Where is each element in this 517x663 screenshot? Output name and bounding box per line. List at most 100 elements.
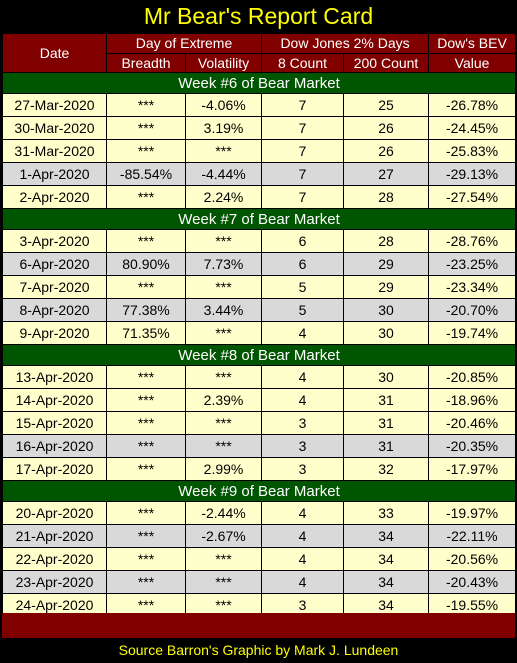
date-cell: 16-Apr-2020: [2, 434, 107, 458]
8-count-cell: 7: [261, 185, 345, 209]
8-count-cell: 3: [261, 457, 345, 481]
8-count-cell: 3: [261, 411, 345, 435]
date-cell: 9-Apr-2020: [2, 321, 107, 345]
bev-value-cell: -20.85%: [428, 365, 517, 389]
week-header-row: Week #9 of Bear Market: [1, 480, 517, 502]
report-card-table: Date Day of Extreme Dow Jones 2% Days Do…: [1, 33, 517, 617]
8-count-cell: 4: [261, 547, 345, 571]
date-cell: 21-Apr-2020: [2, 524, 107, 548]
breadth-cell: ***: [106, 139, 186, 163]
volatility-cell: -4.44%: [184, 162, 263, 186]
volatility-cell: ***: [184, 411, 263, 435]
header-8-count: 8 Count: [261, 52, 345, 73]
volatility-cell: 2.39%: [184, 388, 263, 412]
table-row: 6-Apr-2020 80.90% 7.73% 6 29 -23.25%: [2, 252, 517, 276]
bev-value-cell: -29.13%: [428, 162, 517, 186]
breadth-cell: ***: [106, 229, 186, 253]
8-count-cell: 6: [261, 229, 345, 253]
table-row: 27-Mar-2020 *** -4.06% 7 25 -26.78%: [2, 93, 517, 117]
bev-value-cell: -17.97%: [428, 457, 517, 481]
date-cell: 20-Apr-2020: [2, 501, 107, 525]
200-count-cell: 32: [343, 457, 430, 481]
volatility-cell: -2.44%: [184, 501, 263, 525]
date-cell: 14-Apr-2020: [2, 388, 107, 412]
table-body: Week #6 of Bear Market 27-Mar-2020 *** -4.0…: [1, 72, 517, 617]
table-row: 21-Apr-2020 *** -2.67% 4 34 -22.11%: [2, 524, 517, 548]
breadth-cell: ***: [106, 275, 186, 299]
200-count-cell: 30: [343, 321, 430, 345]
8-count-cell: 4: [261, 365, 345, 389]
200-count-cell: 33: [343, 501, 430, 525]
week-label: Week #9 of Bear Market: [1, 480, 517, 502]
header-date: Date: [2, 33, 107, 73]
table-row: 16-Apr-2020 *** *** 3 31 -20.35%: [2, 434, 517, 458]
header-dows-bev: Dow's BEV: [428, 33, 517, 54]
bev-value-cell: -20.43%: [428, 570, 517, 594]
200-count-cell: 25: [343, 93, 430, 117]
8-count-cell: 5: [261, 275, 345, 299]
volatility-cell: ***: [184, 321, 263, 345]
bev-value-cell: -19.74%: [428, 321, 517, 345]
8-count-cell: 4: [261, 321, 345, 345]
bev-value-cell: -22.11%: [428, 524, 517, 548]
breadth-cell: ***: [106, 93, 186, 117]
breadth-cell: ***: [106, 411, 186, 435]
bev-value-cell: -23.25%: [428, 252, 517, 276]
bev-value-cell: -20.70%: [428, 298, 517, 322]
bev-value-cell: -20.46%: [428, 411, 517, 435]
200-count-cell: 31: [343, 434, 430, 458]
breadth-cell: ***: [106, 116, 186, 140]
header-value: Value: [428, 52, 517, 73]
8-count-cell: 4: [261, 388, 345, 412]
200-count-cell: 29: [343, 252, 430, 276]
bev-value-cell: -20.56%: [428, 547, 517, 571]
date-cell: 1-Apr-2020: [2, 162, 107, 186]
date-cell: 22-Apr-2020: [2, 547, 107, 571]
week-header-row: Week #6 of Bear Market: [1, 72, 517, 94]
table-row: 9-Apr-2020 71.35% *** 4 30 -19.74%: [2, 321, 517, 345]
8-count-cell: 4: [261, 570, 345, 594]
200-count-cell: 31: [343, 411, 430, 435]
breadth-cell: ***: [106, 388, 186, 412]
breadth-cell: 71.35%: [106, 321, 186, 345]
date-cell: 3-Apr-2020: [2, 229, 107, 253]
8-count-cell: 6: [261, 252, 345, 276]
volatility-cell: 3.44%: [184, 298, 263, 322]
volatility-cell: 7.73%: [184, 252, 263, 276]
volatility-cell: ***: [184, 434, 263, 458]
200-count-cell: 31: [343, 388, 430, 412]
volatility-cell: ***: [184, 275, 263, 299]
200-count-cell: 34: [343, 524, 430, 548]
breadth-cell: ***: [106, 457, 186, 481]
source-credit: Source Barron's Graphic by Mark J. Lunde…: [118, 642, 399, 658]
volatility-cell: ***: [184, 139, 263, 163]
breadth-cell: ***: [106, 547, 186, 571]
header-200-count: 200 Count: [343, 52, 430, 73]
200-count-cell: 34: [343, 570, 430, 594]
table-row: 8-Apr-2020 77.38% 3.44% 5 30 -20.70%: [2, 298, 517, 322]
8-count-cell: 7: [261, 162, 345, 186]
volatility-cell: 2.99%: [184, 457, 263, 481]
week-header-row: Week #7 of Bear Market: [1, 208, 517, 230]
8-count-cell: 4: [261, 524, 345, 548]
table-row: 7-Apr-2020 *** *** 5 29 -23.34%: [2, 275, 517, 299]
date-cell: 8-Apr-2020: [2, 298, 107, 322]
table-row: 20-Apr-2020 *** -2.44% 4 33 -19.97%: [2, 501, 517, 525]
date-cell: 6-Apr-2020: [2, 252, 107, 276]
bev-value-cell: -18.96%: [428, 388, 517, 412]
date-cell: 17-Apr-2020: [2, 457, 107, 481]
8-count-cell: 4: [261, 501, 345, 525]
table-row: 13-Apr-2020 *** *** 4 30 -20.85%: [2, 365, 517, 389]
header-day-of-extreme: Day of Extreme: [105, 33, 263, 54]
200-count-cell: 34: [343, 547, 430, 571]
bev-value-cell: -24.45%: [428, 116, 517, 140]
date-cell: 13-Apr-2020: [2, 365, 107, 389]
week-label: Week #6 of Bear Market: [1, 72, 517, 94]
date-cell: 31-Mar-2020: [2, 139, 107, 163]
table-row: 14-Apr-2020 *** 2.39% 4 31 -18.96%: [2, 388, 517, 412]
table-row: 22-Apr-2020 *** *** 4 34 -20.56%: [2, 547, 517, 571]
200-count-cell: 29: [343, 275, 430, 299]
breadth-cell: 77.38%: [106, 298, 186, 322]
200-count-cell: 26: [343, 116, 430, 140]
8-count-cell: 3: [261, 434, 345, 458]
